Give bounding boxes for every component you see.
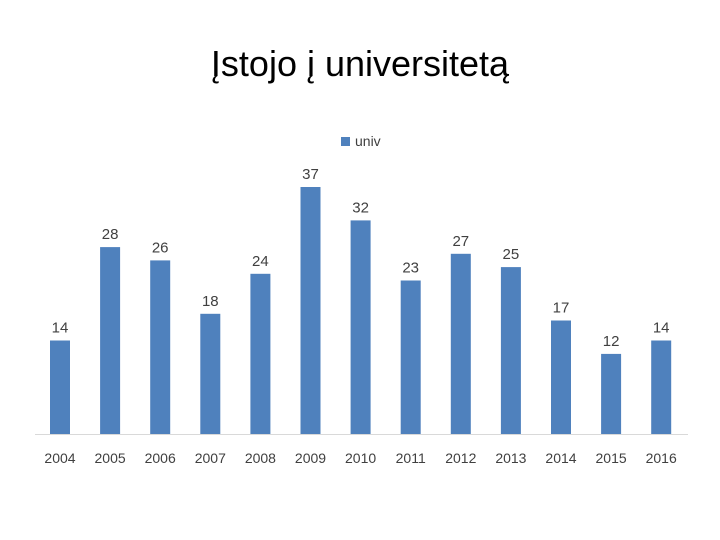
data-labels-group: 14 28 26 18 24 37 32 23 27 25 17 12 14	[52, 166, 670, 350]
data-label-2008: 24	[252, 253, 269, 270]
x-tick-label-2005: 2005	[95, 450, 126, 466]
bar-2006	[150, 260, 171, 434]
bar-2012	[450, 253, 471, 434]
data-label-2010: 32	[352, 199, 369, 216]
x-tick-label-2006: 2006	[145, 450, 176, 466]
bar-2010	[350, 220, 371, 434]
bar-2005	[100, 247, 121, 434]
x-tick-label-2008: 2008	[245, 450, 276, 466]
bar-2016	[651, 340, 672, 434]
x-tick-label-2016: 2016	[646, 450, 677, 466]
x-tick-label-2007: 2007	[195, 450, 226, 466]
bar-2013	[500, 267, 521, 434]
bar-2004	[50, 340, 70, 434]
data-label-2011: 23	[402, 260, 419, 277]
bar-2011	[400, 280, 421, 434]
data-label-2006: 26	[152, 239, 169, 256]
x-tick-label-2004: 2004	[44, 450, 75, 466]
legend: univ	[341, 133, 381, 149]
data-label-2004: 14	[52, 320, 69, 337]
bar-2008	[250, 273, 271, 434]
data-label-2012: 27	[452, 233, 469, 250]
bars-group	[50, 187, 672, 434]
x-tick-label-2013: 2013	[495, 450, 526, 466]
x-tick-label-2011: 2011	[396, 450, 426, 466]
data-label-2016: 14	[653, 320, 670, 337]
x-tick-label-2010: 2010	[345, 450, 376, 466]
data-label-2013: 25	[503, 246, 520, 263]
legend-swatch	[341, 137, 350, 146]
x-tick-label-2015: 2015	[596, 450, 627, 466]
data-label-2007: 18	[202, 293, 219, 310]
data-label-2009: 37	[302, 166, 319, 183]
legend-label: univ	[355, 133, 381, 149]
bar-2009	[300, 187, 321, 434]
x-tick-label-2014: 2014	[545, 450, 576, 466]
x-tick-label-2012: 2012	[445, 450, 476, 466]
x-tick-label-2009: 2009	[295, 450, 326, 466]
data-label-2014: 17	[553, 300, 570, 317]
bar-2014	[551, 320, 571, 434]
x-axis: 2004 2005 2006 2007 2008 2009 2010 2011 2012 2013…	[35, 434, 688, 466]
bar-2015	[601, 353, 622, 434]
bar-2007	[200, 313, 221, 434]
slide-title: Įstojo į universitetą	[210, 43, 510, 84]
data-label-2005: 28	[102, 226, 119, 243]
data-label-2015: 12	[603, 333, 620, 350]
